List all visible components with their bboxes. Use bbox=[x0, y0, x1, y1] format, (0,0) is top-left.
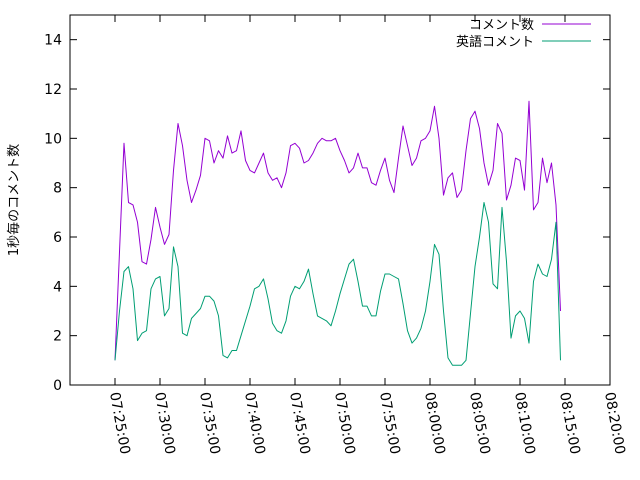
series-line-comments bbox=[114, 100, 561, 361]
series-line-english-comments bbox=[114, 202, 561, 366]
y-tick-label: 10 bbox=[44, 131, 62, 147]
plot-frame bbox=[69, 14, 611, 386]
y-tick-label: 2 bbox=[53, 329, 62, 345]
y-tick-label: 8 bbox=[53, 181, 62, 197]
x-tick-label: 07:30:00 bbox=[151, 391, 178, 456]
x-tick-label: 07:25:00 bbox=[106, 391, 133, 456]
y-axis-label: 1秒毎のコメント数 bbox=[6, 144, 22, 256]
y-tick-label: 0 bbox=[53, 378, 62, 394]
x-tick-label: 08:05:00 bbox=[466, 391, 493, 456]
y-tick-label: 4 bbox=[53, 279, 62, 295]
x-tick-label: 08:00:00 bbox=[421, 391, 448, 456]
x-tick-label: 08:20:00 bbox=[601, 391, 628, 456]
legend-label-english-comments: 英語コメント bbox=[456, 34, 534, 50]
legend-label-comments: コメント数 bbox=[469, 18, 534, 33]
x-tick-label: 07:35:00 bbox=[196, 391, 223, 456]
x-tick-label: 07:55:00 bbox=[376, 391, 403, 456]
y-axis-ticks: 0 2 4 6 8 10 12 14 bbox=[44, 33, 610, 394]
y-tick-label: 14 bbox=[44, 33, 62, 49]
x-tick-label: 08:10:00 bbox=[511, 391, 538, 456]
x-tick-label: 07:40:00 bbox=[241, 391, 268, 456]
series-lines bbox=[114, 100, 561, 366]
x-tick-label: 08:15:00 bbox=[556, 391, 583, 456]
y-tick-label: 12 bbox=[44, 82, 62, 98]
x-axis-ticks: 07:25:00 07:30:00 07:35:00 07:40:00 07:45:00… bbox=[106, 15, 628, 456]
plot-border bbox=[69, 14, 611, 386]
legend: コメント数 英語コメント bbox=[456, 18, 591, 50]
x-tick-label: 07:50:00 bbox=[331, 391, 358, 456]
y-tick-label: 6 bbox=[53, 230, 62, 246]
x-tick-label: 07:45:00 bbox=[286, 391, 313, 456]
